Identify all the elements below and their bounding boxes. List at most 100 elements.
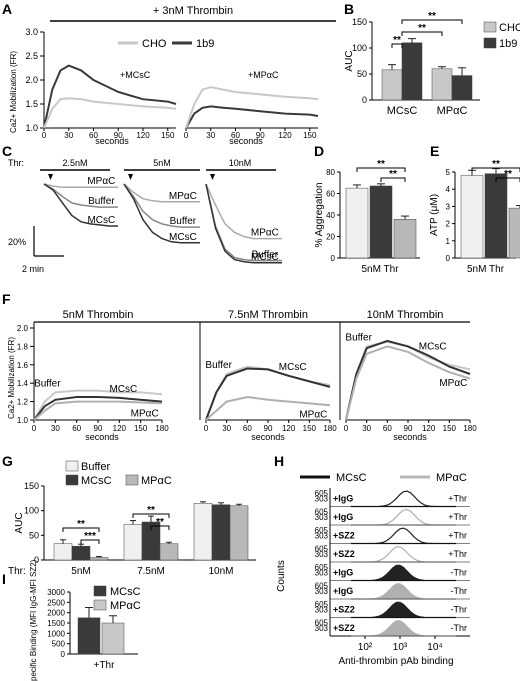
panel-g-legend-swatch [65,460,79,472]
panel-a-xtick-label: 30 [206,131,215,140]
panel-f-line-label: MCsC [419,342,447,353]
panel-f-line-mcsc [33,396,163,421]
panel-e-xlabel: 5nM Thr [467,264,505,275]
panel-c-trace-mpαc [123,183,200,203]
panel-f-xtick-label: 60 [243,424,252,433]
panel-a-ytick-label: 2.0 [25,75,38,85]
panel-g-bar [159,543,179,561]
panel-h-row-reagent: +IgG [333,512,353,522]
panel-b-sig-bracket [401,31,443,36]
panel-e-ylabel: ATP (μM) [429,194,440,236]
panel-h-histogram [351,601,456,619]
panel-c-trace-mcsc [43,183,118,227]
panel-e-ytick-label: 2 [446,220,451,229]
panel-h-ytick-label: 605 [315,600,329,609]
panel-g-ytick-label: 50 [29,530,39,540]
panel-e-ytick-label: 3 [446,202,451,211]
panel-b-ytick-label: 150 [352,17,367,27]
panel-f-xtick-label: 180 [463,424,477,433]
panel-b-category: MPαC [437,105,468,117]
panel-f-xtick-label: 150 [443,424,457,433]
panel-b-sig-label: ** [428,11,436,22]
panel-a-header: + 3nM Thrombin [153,5,233,17]
panel-letter-g: G [2,453,13,469]
panel-f-header-3: 10nM Thrombin [367,309,444,321]
panel-g-ylabel: AUC [14,512,25,533]
panel-h-row-thr: +Thr [448,531,467,541]
panel-f-line-mpαc [33,400,163,421]
panel-h-ytick-label: 605 [315,619,329,628]
panel-a-xtick-label: 150 [161,131,175,140]
panel-letter-i: I [2,571,6,587]
panel-g-sig-bracket [62,527,100,532]
panel-h-ytick-label: 303 [315,587,329,596]
panel-f-line-label: MPαC [299,409,327,420]
panel-i-legend-swatch [93,585,107,597]
panel-f-xtick-label: 120 [422,424,436,433]
panel-a-xtick-label: 0 [42,131,47,140]
panel-f-line-mpαc [345,345,471,421]
panel-letter-b: B [344,1,354,17]
panel-f-xtick-label: 120 [282,424,296,433]
panel-i-legend-label: MCsC [110,586,141,598]
panel-g-sig-label: ** [77,519,85,530]
panel-i-ytick-label: 500 [52,640,66,649]
panel-a-xlabel-1: seconds [95,136,129,146]
panel-letter-e: E [430,143,439,159]
panel-c-trace-label: MCsC [87,215,115,226]
panel-g-legend-label: MPαC [141,475,172,487]
panel-d-xlabel: 5nM Thr [361,264,399,275]
panel-c-cond-1: 2.5nM [62,158,87,168]
panel-a-line-cho [43,97,177,129]
panel-f-line-label: MPαC [131,409,159,420]
panel-c-trace-mcsc [123,183,200,244]
panel-g-category: 10nM [208,566,233,577]
panel-g-bar [229,505,249,561]
panel-c-trace-buffer [205,183,282,262]
panel-h-row-reagent: +IgG [333,494,353,504]
panel-c-trace-buffer [43,183,118,208]
panel-d-ytick-label: 40 [326,211,335,220]
panel-h-ytick-label: 303 [315,494,329,503]
panel-a-ytick-label: 2.5 [25,51,38,61]
panel-f-xtick-label: 60 [72,424,81,433]
panel-f-line-mcsc [205,367,331,421]
panel-g-category: 7.5nM [137,566,165,577]
panel-h-ytick-label: 303 [315,531,329,540]
panel-g-legend-swatch [125,474,139,486]
panel-h-row-thr: +Thr [448,549,467,559]
panel-b-legend-label: 1b9 [499,38,517,50]
panel-h-ytick-label: 605 [315,563,329,572]
panel-h-legend-mcsc: MCsC [336,472,367,484]
panel-c-trace-label: MCsC [251,252,279,263]
panel-h-xtick-label: 10³ [393,642,408,653]
panel-b-ytick-label: 50 [357,69,367,79]
panel-h-xtick-label: 10⁴ [427,642,442,653]
panel-h-ytick-label: 605 [315,582,329,591]
panel-i-bar [101,622,125,655]
panel-f-line-label: MPαC [439,378,467,389]
panel-b-sig-label: ** [393,35,401,46]
panel-h-histogram [351,508,456,526]
panel-h-histogram [351,490,456,508]
panel-g-bar [211,504,231,561]
panel-h-ytick-label: 605 [315,526,329,535]
panel-h-ytick-label: 605 [315,508,329,517]
panel-e-ytick-label: 5 [446,168,451,177]
panel-b-sig-bracket [401,19,463,24]
panel-d-ytick-label: 0 [331,254,336,263]
panel-h-row-thr: -Thr [451,605,468,615]
panel-h-row-reagent: +IgG [333,568,353,578]
panel-c-arrow-icon [128,174,133,180]
panel-g-legend-label: MCsC [81,475,112,487]
panel-g-bar [193,503,213,561]
panel-f-xlabel-1: seconds [85,432,119,442]
panel-h-ytick-label: 303 [315,605,329,614]
panel-d-bar [393,219,417,259]
panel-g-ytick-label: 150 [24,481,39,491]
panel-a-xtick-label: 90 [114,131,123,140]
panel-f-ytick-label: 1.6 [17,361,29,370]
panel-h-ytick-label: 605 [315,545,329,554]
